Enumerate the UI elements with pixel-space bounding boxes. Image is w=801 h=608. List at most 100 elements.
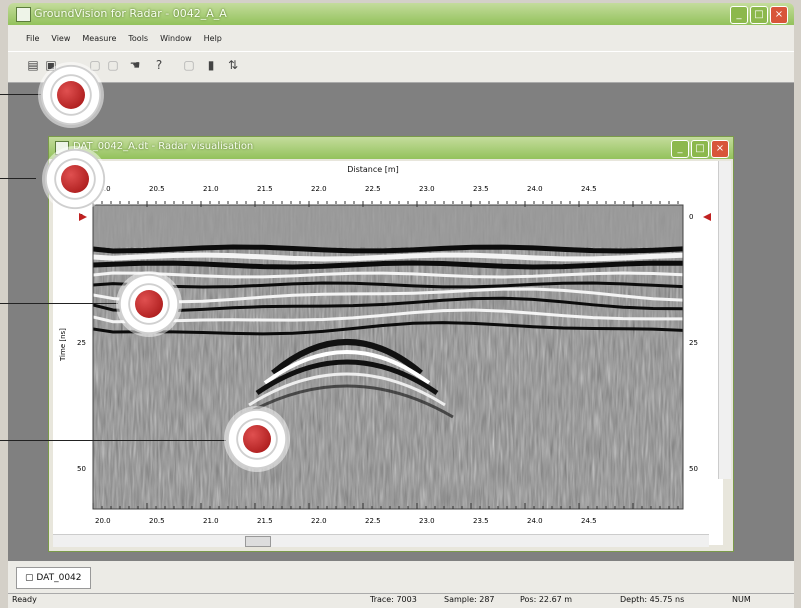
right-marker-icon[interactable] <box>703 213 711 221</box>
top-tick-7: 23.5 <box>473 185 489 193</box>
callout-line-1 <box>0 94 42 95</box>
left-tick-1: 25 <box>77 339 86 347</box>
child-maximize-button[interactable]: □ <box>691 140 709 158</box>
right-tick-1: 25 <box>689 339 698 347</box>
right-tick-0: 0 <box>689 213 693 221</box>
top-tick-5: 22.5 <box>365 185 381 193</box>
callout-line-3 <box>0 303 118 304</box>
callout-line-4 <box>0 440 226 441</box>
radar-image <box>93 205 683 509</box>
bottom-tick-4: 22.0 <box>311 517 327 525</box>
radargram-svg: 20.0 20.5 21.0 21.5 22.0 22.5 23.0 23.5 … <box>59 185 711 525</box>
bottom-tick-6: 23.0 <box>419 517 435 525</box>
menu-window[interactable]: Window <box>160 33 192 43</box>
reflection-band <box>93 260 683 270</box>
plot-frame <box>92 204 684 510</box>
menu-help[interactable]: Help <box>203 33 222 43</box>
callout-line-2 <box>0 178 36 179</box>
axis-ticks <box>92 201 679 509</box>
menu-view[interactable]: View <box>51 33 71 43</box>
radargram-pane[interactable]: Distance [m] <box>53 161 723 545</box>
maximize-button[interactable]: □ <box>750 6 768 24</box>
app-title: GroundVision for Radar - 0042_A_A <box>34 7 227 20</box>
menu-tools[interactable]: Tools <box>128 33 149 43</box>
status-sample: Sample: 287 <box>444 595 495 604</box>
bottom-tick-7: 23.5 <box>473 517 489 525</box>
reflection-band <box>93 281 683 289</box>
reflection-band <box>93 287 683 304</box>
hand-icon[interactable]: ☚ <box>129 58 141 72</box>
open-icon[interactable]: ▤ <box>27 58 39 72</box>
document-tabs: ▢ DAT_0042 <box>8 561 794 593</box>
reflection-band <box>93 271 683 279</box>
top-tick-8: 24.0 <box>527 185 543 193</box>
app-titlebar: GroundVision for Radar - 0042_A_A _ □ × <box>8 3 794 25</box>
horizontal-scroll-thumb[interactable] <box>245 536 271 547</box>
status-pos: Pos: 22.67 m <box>520 595 573 604</box>
app-icon <box>16 7 31 22</box>
top-tick-6: 23.0 <box>419 185 435 193</box>
bottom-tick-1: 20.5 <box>149 517 165 525</box>
reflection-band <box>93 252 683 262</box>
status-trace: Trace: 7003 <box>370 595 417 604</box>
hotspot-toolbar[interactable] <box>38 62 104 128</box>
top-tick-9: 24.5 <box>581 185 597 193</box>
filter-icon[interactable]: ⇅ <box>227 58 239 72</box>
reflection-band <box>93 308 683 324</box>
hotspot-dot <box>61 165 89 193</box>
toolbar: ▤ ▣ ▢ ▢ ☚ ? ▢ ▮ ⇅ <box>8 51 794 83</box>
x-axis-title: Distance [m] <box>347 165 399 174</box>
copy-icon[interactable]: ▢ <box>107 58 119 72</box>
top-tick-3: 21.5 <box>257 185 273 193</box>
save-icon[interactable]: ▣ <box>45 58 57 72</box>
child-minimize-button[interactable]: _ <box>671 140 689 158</box>
child-window-buttons: _ □ × <box>671 140 729 158</box>
left-marker-icon[interactable] <box>79 213 87 221</box>
vertical-scrollbar[interactable] <box>718 161 731 479</box>
tab-dat-0042[interactable]: ▢ DAT_0042 <box>16 567 91 589</box>
menu-bar: File View Measure Tools Window Help <box>8 25 794 51</box>
hotspot-title[interactable] <box>42 146 108 212</box>
top-tick-2: 21.0 <box>203 185 219 193</box>
hotspot-dot <box>243 425 271 453</box>
status-depth: Depth: 45.75 ns <box>620 595 685 604</box>
child-close-button[interactable]: × <box>711 140 729 158</box>
minimize-button[interactable]: _ <box>730 6 748 24</box>
status-bar: Ready Trace: 7003 Sample: 287 Pos: 22.67… <box>8 593 794 608</box>
horizontal-scrollbar[interactable] <box>53 534 709 547</box>
reflection-band <box>93 296 683 313</box>
print-icon[interactable]: ▢ <box>89 58 101 72</box>
close-button[interactable]: × <box>770 6 788 24</box>
radar-window: DAT_0042_A.dt - Radar visualisation _ □ … <box>48 136 734 552</box>
status-ready: Ready <box>12 595 37 604</box>
hotspot-background[interactable] <box>224 406 290 472</box>
window-buttons: _ □ × <box>730 6 788 24</box>
page-icon[interactable]: ▢ <box>183 58 195 72</box>
bottom-tick-9: 24.5 <box>581 517 597 525</box>
left-tick-2: 50 <box>77 465 86 473</box>
help-icon[interactable]: ? <box>155 58 163 72</box>
hotspot-dot <box>135 290 163 318</box>
bottom-tick-0: 20.0 <box>95 517 111 525</box>
right-tick-2: 50 <box>689 465 698 473</box>
tab-icon: ▢ <box>25 573 37 583</box>
radar-window-titlebar: DAT_0042_A.dt - Radar visualisation _ □ … <box>49 137 733 159</box>
reflection-band <box>93 321 683 336</box>
hotspot-reflections[interactable] <box>116 271 182 337</box>
status-num: NUM <box>732 595 751 604</box>
reflection-bands <box>93 244 683 336</box>
y-axis-title: Time [ns] <box>59 328 67 362</box>
bottom-tick-5: 22.5 <box>365 517 381 525</box>
hotspot-dot <box>57 81 85 109</box>
menu-file[interactable]: File <box>26 33 40 43</box>
bottom-tick-2: 21.0 <box>203 517 219 525</box>
bottom-tick-3: 21.5 <box>257 517 273 525</box>
bottom-tick-8: 24.0 <box>527 517 543 525</box>
reflection-band <box>93 244 683 254</box>
radar-window-title: DAT_0042_A.dt - Radar visualisation <box>73 141 254 152</box>
top-tick-1: 20.5 <box>149 185 165 193</box>
menu-measure[interactable]: Measure <box>82 33 117 43</box>
top-tick-4: 22.0 <box>311 185 327 193</box>
zoom-icon[interactable]: ▮ <box>207 58 215 72</box>
tab-label: DAT_0042 <box>36 573 82 583</box>
